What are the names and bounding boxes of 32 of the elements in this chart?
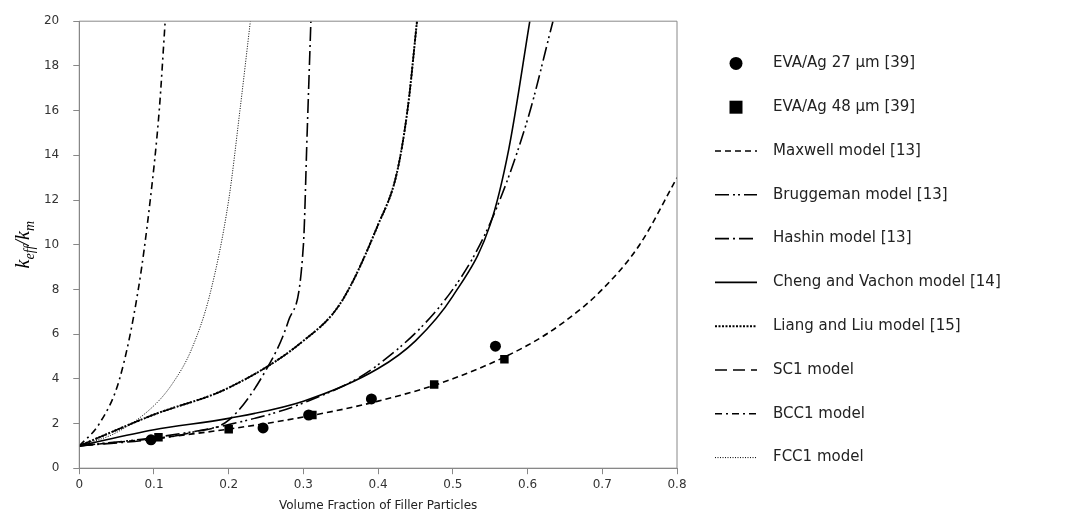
x-tick-label: 0.7 — [592, 476, 612, 491]
legend-label: Maxwell model [13] — [773, 140, 921, 159]
y-tick-label: 20 — [43, 13, 60, 28]
x-tick-label: 0.3 — [293, 476, 313, 491]
y-tick-label: 18 — [43, 58, 60, 73]
legend-label: FCC1 model — [773, 447, 864, 466]
x-tick-label: 0.6 — [518, 476, 538, 491]
x-tick-label: 0.4 — [368, 476, 388, 491]
y-tick-label: 10 — [43, 236, 60, 251]
legend-label: EVA/Ag 48 μm [39] — [773, 97, 916, 116]
legend-label: Bruggeman model [13] — [773, 184, 948, 203]
legend-label: Hashin model [13] — [773, 228, 912, 247]
x-tick-label: 0.8 — [667, 476, 687, 491]
x-tick-label: 0.1 — [144, 476, 164, 491]
y-tick-label: 8 — [51, 281, 60, 296]
legend-label: BCC1 model — [773, 403, 865, 422]
x-tick-label: 0.2 — [219, 476, 239, 491]
x-axis-title: Volume Fraction of Filler Particles — [278, 497, 478, 512]
legend-label: EVA/Ag 27 μm [39] — [773, 53, 916, 72]
legend-label: Liang and Liu model [15] — [773, 316, 961, 335]
y-tick-label: 12 — [43, 192, 60, 207]
legend-label: SC1 model — [773, 359, 855, 378]
x-tick-label: 0.5 — [443, 476, 463, 491]
y-tick-label: 14 — [43, 147, 60, 162]
legend-label: Cheng and Vachon model [14] — [773, 272, 1001, 291]
y-tick-label: 6 — [51, 326, 60, 341]
x-tick-label: 0 — [75, 476, 84, 491]
y-tick-label: 2 — [51, 415, 60, 430]
y-tick-label: 0 — [51, 460, 60, 475]
y-tick-label: 16 — [43, 102, 60, 117]
y-axis-title: keff/km — [11, 220, 38, 269]
y-tick-label: 4 — [51, 370, 60, 385]
